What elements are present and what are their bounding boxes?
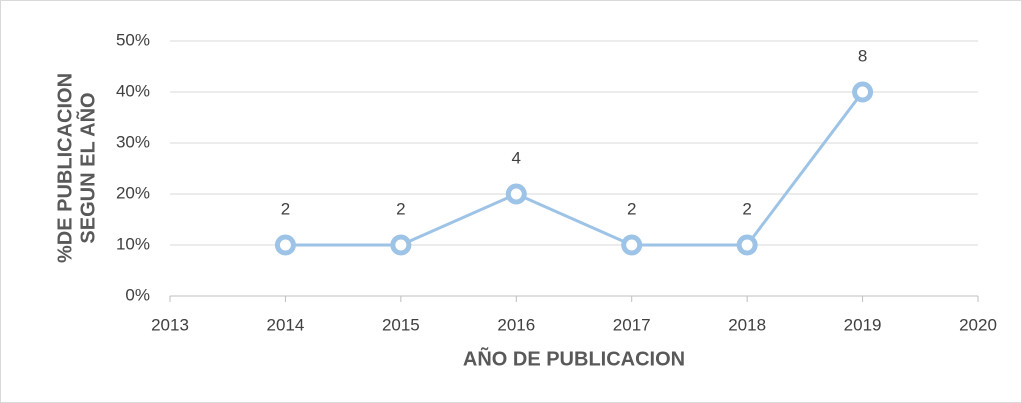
y-tick-label: 30%	[116, 132, 150, 151]
x-axis-label: AÑO DE PUBLICACION	[463, 347, 685, 370]
x-tick-label: 2015	[382, 315, 420, 334]
data-label: 2	[627, 199, 636, 218]
y-tick-label: 0%	[125, 285, 150, 304]
data-label: 8	[858, 46, 867, 65]
marker	[621, 234, 643, 256]
y-axis-label: SEGUN EL AÑO	[76, 92, 99, 243]
y-tick-label: 50%	[116, 30, 150, 49]
y-tick-label: 40%	[116, 81, 150, 100]
x-tick-label: 2019	[844, 315, 882, 334]
marker	[274, 234, 296, 256]
x-tick-label: 2018	[728, 315, 766, 334]
x-tick-label: 2014	[267, 315, 305, 334]
data-label: 2	[281, 199, 290, 218]
marker	[852, 81, 874, 103]
data-label: 2	[742, 199, 751, 218]
marker	[505, 183, 527, 205]
marker	[736, 234, 758, 256]
data-label: 2	[396, 199, 405, 218]
y-tick-label: 10%	[116, 234, 150, 253]
x-tick-label: 2016	[497, 315, 535, 334]
x-tick-label: 2017	[613, 315, 651, 334]
line	[285, 91, 864, 247]
marker	[390, 234, 412, 256]
data-label: 4	[512, 148, 521, 167]
x-tick-label: 2020	[959, 315, 997, 334]
y-tick-label: 20%	[116, 183, 150, 202]
y-axis-label: %DE PUBLICACION	[54, 73, 76, 263]
x-tick-label: 2013	[151, 315, 189, 334]
